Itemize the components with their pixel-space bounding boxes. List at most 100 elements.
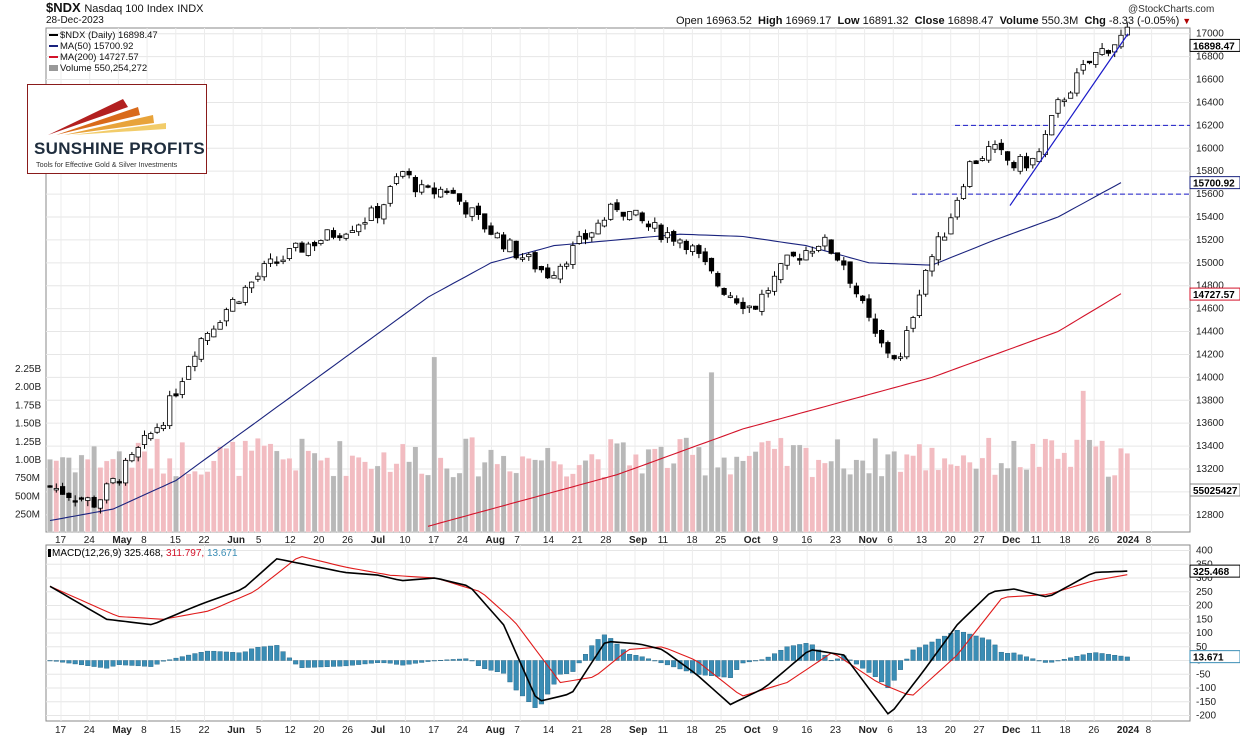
macd-histogram-bar xyxy=(242,651,248,661)
candle-body xyxy=(620,211,626,217)
x-tick-label: 24 xyxy=(84,535,96,546)
macd-histogram-bar xyxy=(589,645,595,661)
candle-body xyxy=(305,243,311,256)
macd-histogram-bar xyxy=(438,659,444,661)
candle-body xyxy=(299,242,305,253)
volume-bar xyxy=(311,452,318,533)
x-tick-label: Jun xyxy=(227,535,245,546)
macd-histogram-bar xyxy=(891,660,897,681)
macd-histogram-bar xyxy=(727,660,733,678)
candle-body xyxy=(167,395,173,427)
candle-body xyxy=(645,223,652,228)
macd-histogram-bar xyxy=(816,649,822,661)
volume-bar xyxy=(866,472,872,533)
volume-bar xyxy=(519,456,526,533)
candle-body xyxy=(324,229,330,241)
candle-body xyxy=(557,265,563,280)
volume-bar xyxy=(904,454,910,533)
x-tick-label-macd: 14 xyxy=(543,725,555,736)
x-tick-label-macd: May xyxy=(112,725,132,736)
candle-body xyxy=(374,205,381,219)
macd-tick-label: 250 xyxy=(1196,587,1213,598)
ma200-line xyxy=(427,293,1122,527)
macd-histogram-bar xyxy=(47,660,53,662)
volume-bar xyxy=(330,475,337,533)
volume-bar xyxy=(752,451,759,533)
candle-body xyxy=(942,236,948,241)
x-tick-label-macd: 5 xyxy=(256,725,262,736)
macd-histogram-bar xyxy=(790,645,796,661)
x-tick-label-macd: Sep xyxy=(629,725,647,736)
x-tick-label-macd: 18 xyxy=(686,725,698,736)
volume-bar xyxy=(551,460,557,533)
candle-body xyxy=(261,263,267,278)
x-tick-label: 26 xyxy=(342,535,354,546)
candle-body xyxy=(532,252,538,270)
x-tick-label-macd: 11 xyxy=(658,725,669,736)
macd-histogram-bar xyxy=(1068,657,1074,661)
macd-histogram-bar xyxy=(223,651,229,661)
candle-body xyxy=(381,204,387,220)
price-tick-label: 12800 xyxy=(1196,510,1224,521)
candle-body xyxy=(456,193,463,202)
macd-tick-label: 150 xyxy=(1196,614,1213,625)
macd-histogram-bar xyxy=(576,660,582,664)
candle-body xyxy=(1105,50,1111,54)
volume-bar xyxy=(897,471,904,533)
volume-bar xyxy=(778,437,784,533)
candle-body xyxy=(507,239,513,253)
candle-body xyxy=(500,234,507,250)
macd-tick-label: -100 xyxy=(1196,683,1216,694)
x-tick-label: 17 xyxy=(55,535,67,546)
macd-histogram-bar xyxy=(1112,654,1118,661)
macd-histogram-bar xyxy=(904,658,910,661)
x-tick-label-macd: 17 xyxy=(428,725,440,736)
volume-bar xyxy=(715,467,721,533)
rising-trendline xyxy=(1009,33,1129,206)
x-tick-label-macd: 8 xyxy=(141,725,147,736)
macd-histogram-bar xyxy=(866,660,872,673)
macd-hist-last-label: 13.671 xyxy=(1193,653,1224,664)
last-price-label-box xyxy=(1189,38,1240,52)
price-tick-label: 13200 xyxy=(1196,464,1224,475)
macd-histogram-bar xyxy=(78,660,84,666)
volume-bar xyxy=(280,459,286,533)
candle-body xyxy=(255,275,261,280)
macd-histogram-bar xyxy=(1005,653,1011,661)
volume-bar xyxy=(1099,440,1105,533)
macd-histogram-bar xyxy=(53,660,59,662)
candle-body xyxy=(816,245,822,251)
candle-body xyxy=(841,260,847,266)
candle-body xyxy=(992,144,998,150)
price-tick-label: 13400 xyxy=(1196,441,1224,452)
macd-histogram-bar xyxy=(148,660,154,667)
candle-body xyxy=(986,146,992,161)
macd-histogram-bar xyxy=(1093,652,1099,661)
macd-last-label: 325.468 xyxy=(1193,567,1230,578)
candle-body xyxy=(242,286,248,303)
volume-bar xyxy=(368,468,375,533)
macd-histogram-bar xyxy=(475,660,481,666)
candle-body xyxy=(85,497,91,501)
candle-body xyxy=(872,318,878,334)
macd-histogram-bar xyxy=(268,645,274,661)
candle-body xyxy=(293,242,299,248)
volume-bar xyxy=(343,475,349,533)
volume-bar xyxy=(702,475,708,533)
x-tick-label: 13 xyxy=(916,535,928,546)
candle-body xyxy=(790,251,797,257)
macd-histogram-bar xyxy=(828,660,834,662)
volume-bar xyxy=(217,446,223,533)
volume-bar xyxy=(834,439,841,533)
candle-body xyxy=(759,293,765,312)
price-tick-label: 14200 xyxy=(1196,349,1224,360)
candle-body xyxy=(349,230,356,233)
candle-body xyxy=(469,207,475,217)
x-tick-label-macd: 22 xyxy=(199,725,211,736)
candle-body xyxy=(337,235,343,239)
macd-histogram-bar xyxy=(217,651,223,661)
macd-histogram-bar xyxy=(1017,654,1023,661)
candle-body xyxy=(853,285,860,295)
axis-labels: 1280013000132001340013600138001400014200… xyxy=(15,29,1240,736)
candle-body xyxy=(116,481,122,484)
